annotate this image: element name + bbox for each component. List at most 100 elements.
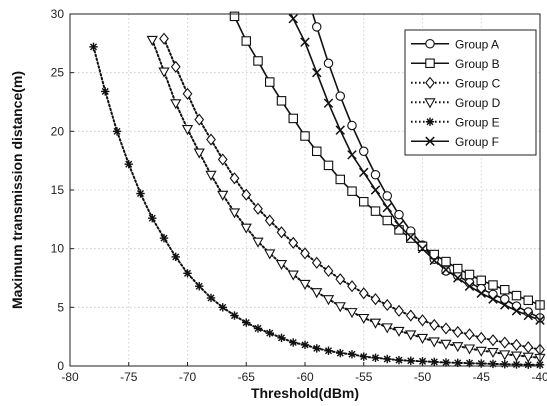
data-point-group-d	[193, 148, 205, 159]
data-point-group-d	[416, 333, 429, 344]
legend-marker	[424, 98, 436, 109]
data-point-group-d	[146, 35, 158, 46]
data-point-group-b	[476, 275, 486, 286]
data-point-group-d	[322, 295, 335, 306]
y-tick-label: 10	[51, 242, 65, 256]
data-point-group-a	[335, 91, 345, 101]
data-point-group-c	[288, 236, 299, 249]
data-point-group-e	[406, 356, 415, 365]
legend-marker	[425, 58, 435, 68]
data-point-group-f	[347, 150, 357, 160]
data-point-group-c	[276, 226, 287, 239]
data-point-group-f	[370, 185, 381, 195]
data-point-group-b	[405, 233, 416, 243]
legend-marker	[425, 76, 435, 89]
data-point-group-c	[358, 287, 369, 300]
data-point-group-e	[441, 358, 451, 367]
data-point-group-e	[195, 282, 204, 291]
data-point-group-e	[183, 269, 192, 278]
data-point-group-b	[429, 249, 439, 260]
data-point-group-e	[253, 324, 263, 333]
series-line-group-d	[151, 38, 540, 359]
legend-label: Group B	[455, 57, 500, 71]
data-point-group-f	[488, 294, 498, 304]
data-point-group-d	[487, 347, 499, 359]
data-point-group-a	[441, 266, 451, 276]
data-point-group-c	[323, 264, 334, 278]
data-point-group-b	[335, 174, 345, 185]
data-point-group-e	[265, 328, 274, 338]
data-point-group-e	[159, 233, 169, 243]
data-point-group-e	[312, 344, 321, 353]
data-point-group-e	[89, 42, 98, 52]
data-point-group-b	[358, 196, 369, 207]
x-tick-label: -65	[238, 370, 256, 384]
data-point-group-d	[440, 339, 452, 350]
data-point-group-e	[383, 354, 392, 364]
data-point-group-d	[369, 318, 382, 329]
data-point-group-d	[311, 288, 323, 299]
data-point-group-c	[335, 273, 346, 286]
data-point-group-d	[205, 170, 217, 181]
data-point-group-b	[311, 146, 322, 157]
data-point-group-e	[124, 159, 133, 169]
x-tick-label: -60	[296, 370, 314, 384]
data-point-group-e	[148, 213, 157, 223]
data-point-group-f	[382, 202, 392, 213]
data-point-group-c	[300, 247, 310, 260]
data-point-group-b	[499, 284, 510, 295]
data-point-group-d	[275, 259, 288, 271]
data-point-group-f	[464, 281, 475, 291]
x-tick-label: -55	[355, 370, 373, 384]
data-point-group-c	[159, 32, 169, 45]
data-point-group-c	[253, 202, 263, 215]
data-point-group-b	[370, 206, 381, 216]
data-point-group-e	[430, 357, 439, 367]
x-tick-label: -70	[179, 370, 197, 384]
data-point-group-b	[441, 256, 451, 267]
data-point-group-b	[300, 131, 310, 141]
data-point-group-a	[347, 120, 357, 131]
data-point-group-f	[429, 255, 439, 266]
data-point-group-c	[182, 87, 193, 100]
data-point-group-f	[288, 13, 298, 24]
data-point-group-c	[394, 304, 404, 317]
data-point-group-e	[488, 359, 498, 369]
data-point-group-d	[217, 190, 229, 201]
data-point-group-d	[405, 330, 417, 341]
data-point-group-f	[453, 273, 463, 283]
data-point-group-d	[393, 326, 405, 337]
data-point-group-e	[277, 333, 286, 343]
legend: Group A Group B Group C Group D Group E Group…	[404, 29, 537, 156]
data-point-group-e	[289, 338, 298, 347]
data-point-group-e	[242, 318, 251, 327]
data-point-group-e	[394, 355, 404, 365]
data-point-group-c	[476, 331, 487, 344]
x-tick-label: -40	[531, 370, 547, 384]
data-point-group-d	[522, 352, 534, 363]
data-point-group-c	[441, 322, 451, 335]
data-point-group-d	[287, 270, 299, 281]
data-point-group-d	[452, 342, 464, 353]
data-point-group-f	[523, 310, 533, 321]
data-point-group-b	[288, 113, 298, 124]
x-tick-label: -45	[473, 370, 491, 384]
y-tick-label: 20	[51, 124, 65, 138]
data-point-group-e	[324, 346, 333, 355]
data-point-group-d	[334, 302, 346, 313]
legend-marker	[425, 38, 435, 49]
legend-entry-group-c: Group C	[411, 76, 501, 90]
data-point-group-d	[381, 323, 393, 334]
data-point-group-c	[206, 133, 216, 146]
y-tick-label: 25	[51, 66, 65, 80]
data-point-group-e	[524, 360, 533, 369]
data-point-group-b	[488, 280, 498, 290]
data-point-group-c	[464, 328, 475, 341]
y-tick-label: 0	[57, 359, 64, 373]
y-tick-label: 30	[51, 7, 65, 21]
data-point-group-e	[171, 252, 180, 262]
data-point-group-d	[346, 308, 358, 319]
data-point-group-f	[441, 265, 451, 275]
data-point-group-d	[158, 67, 170, 78]
